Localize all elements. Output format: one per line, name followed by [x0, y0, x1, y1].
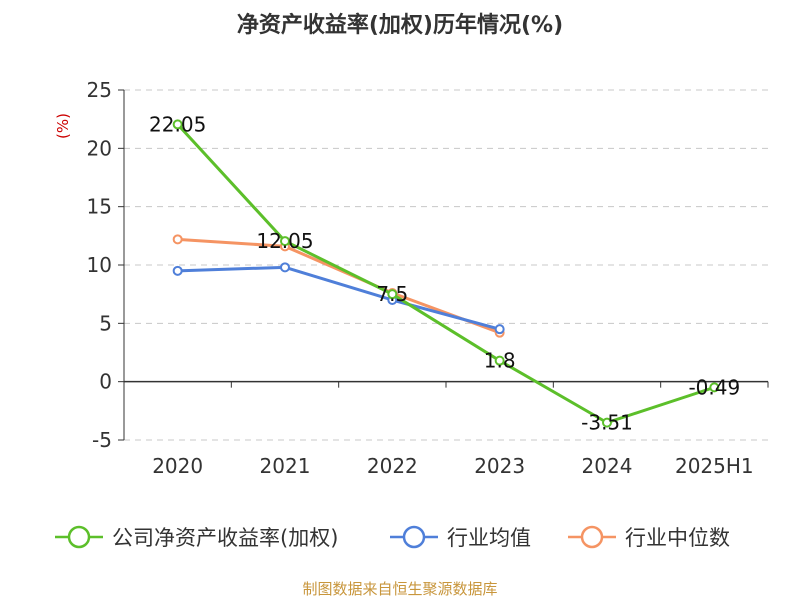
series-line-2 [177, 237, 501, 335]
legend: 公司净资产收益率(加权) 行业均值 行业中位数 [55, 525, 730, 550]
data-label: 22.05 [149, 112, 206, 136]
series-line-1 [177, 265, 501, 331]
chart-title: 净资产收益率(加权)历年情况(%) [237, 12, 563, 38]
series-line-0 [176, 123, 715, 425]
legend-label-2: 行业中位数 [625, 526, 730, 550]
series-point-0 [709, 382, 720, 393]
legend-marker-1 [402, 525, 426, 549]
series-point-1 [172, 265, 183, 276]
y-tick-label: 5 [99, 311, 112, 335]
y-tick-label: 25 [87, 78, 112, 102]
series-point-1 [280, 262, 290, 273]
series-point-0 [387, 289, 398, 300]
x-tick-label: 2024 [582, 454, 633, 478]
x-tick-label: 2020 [152, 454, 203, 478]
gridlines [124, 89, 768, 441]
legend-marker-2 [580, 525, 604, 549]
data-labels: 22.05 12.05 7.5 1.8 -3.51 -0.49 [149, 112, 740, 434]
legend-marker-0 [67, 525, 91, 549]
data-label: 12.05 [256, 229, 313, 253]
data-label: -0.49 [688, 375, 740, 399]
series-point-1 [494, 324, 505, 335]
y-tick-label: 15 [87, 195, 112, 219]
series-point-0 [172, 119, 183, 130]
series-point-0 [602, 417, 612, 428]
y-tick-label: -5 [92, 428, 112, 452]
y-tick-labels: 25 20 15 10 5 0 -5 [87, 78, 112, 452]
series-group [172, 119, 720, 428]
y-axis-unit: (%) [54, 113, 72, 139]
axes [118, 89, 769, 441]
y-tick-label: 0 [99, 370, 112, 394]
series-point-0 [494, 355, 505, 366]
y-tick-label: 10 [87, 253, 112, 277]
series-point-2 [172, 234, 183, 245]
series-point-0 [280, 236, 290, 247]
x-tick-label: 2021 [260, 454, 311, 478]
data-label: 7.5 [376, 282, 408, 306]
legend-label-0: 公司净资产收益率(加权) [112, 526, 338, 550]
x-tick-label: 2023 [474, 454, 525, 478]
x-tick-labels: 2020 2021 2022 2023 2024 2025H1 [152, 454, 753, 478]
legend-label-1: 行业均值 [447, 526, 531, 550]
data-label: 1.8 [484, 349, 516, 373]
source-note: 制图数据来自恒生聚源数据库 [302, 580, 497, 598]
data-label: -3.51 [581, 411, 633, 435]
y-tick-label: 20 [87, 136, 112, 160]
x-tick-label: 2025H1 [675, 454, 754, 478]
x-tick-label: 2022 [367, 454, 418, 478]
